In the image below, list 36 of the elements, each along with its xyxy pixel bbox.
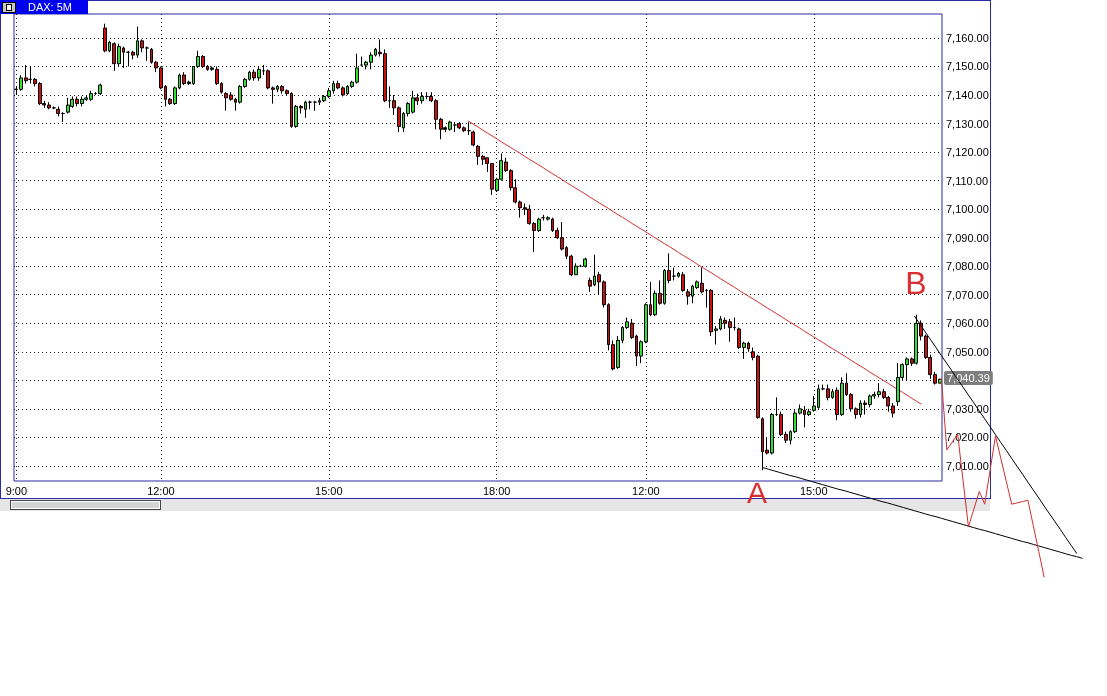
- candlestick: [56, 105, 60, 117]
- x-tick-label: 18:00: [482, 484, 511, 497]
- x-tick-label: 15:00: [315, 484, 343, 497]
- y-tick-label: 7,080.00: [946, 260, 989, 273]
- y-tick-label: 7,140.00: [946, 89, 989, 102]
- y-tick-label: 7,010.00: [946, 459, 989, 472]
- y-tick-label: 7,060.00: [946, 317, 989, 330]
- chart-title: DAX: 5M: [28, 1, 73, 13]
- y-tick-label: 7,090.00: [946, 231, 989, 244]
- candlestick: [583, 257, 587, 269]
- candlestick: [471, 130, 475, 147]
- candlestick: [672, 267, 676, 281]
- y-tick-label: 7,150.00: [946, 60, 989, 73]
- x-tick-label: 9:00: [5, 484, 28, 497]
- y-tick-label: 7,050.00: [946, 345, 989, 358]
- candlestick: [686, 288, 690, 306]
- candlestick: [103, 23, 107, 53]
- candlestick: [467, 121, 471, 136]
- x-tick-label: 12:00: [147, 484, 175, 497]
- candlestick: [681, 271, 685, 293]
- x-tick-label: 15:00: [799, 484, 828, 497]
- annotation: B: [905, 265, 927, 301]
- candlestick: [98, 83, 102, 96]
- candlestick: [145, 46, 149, 62]
- candlestick: [826, 384, 830, 401]
- y-tick-label: 7,160.00: [946, 31, 989, 44]
- candlestick: [66, 97, 70, 115]
- candlestick: [896, 362, 900, 407]
- y-tick-label: 7,020.00: [946, 431, 989, 444]
- x-tick-label: 12:00: [632, 484, 660, 497]
- annotation: 7,040.39: [947, 372, 990, 384]
- y-tick-label: 7,110.00: [946, 174, 989, 187]
- y-tick-label: 7,130.00: [946, 117, 989, 130]
- y-tick-label: 7,120.00: [946, 146, 989, 159]
- y-tick-label: 7,100.00: [946, 203, 989, 216]
- y-tick-label: 7,070.00: [946, 288, 989, 301]
